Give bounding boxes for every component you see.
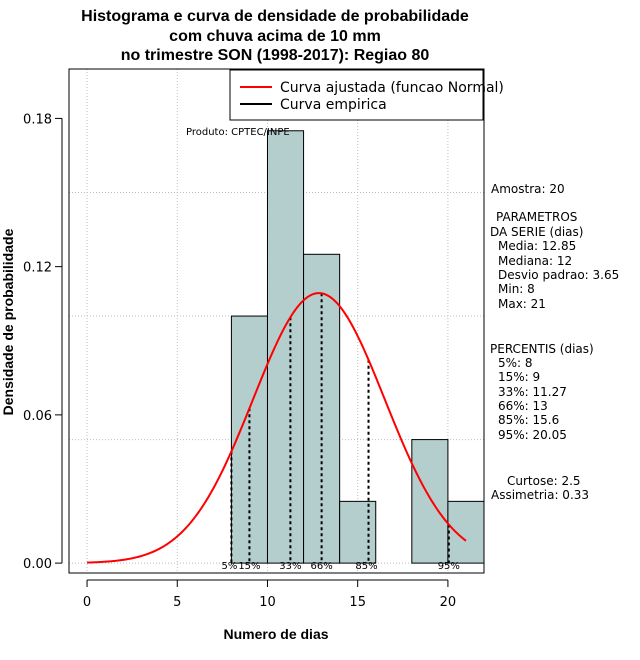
stat-param-title-1: PARAMETROS: [496, 210, 577, 224]
legend-label-normal: Curva ajustada (funcao Normal): [280, 80, 504, 96]
stat-p15: 15%: 9: [498, 370, 540, 384]
stat-param-title-2: DA SERIE (dias): [490, 225, 583, 239]
x-axis-title: Numero de dias: [223, 626, 328, 642]
normal-fit-curve: [87, 292, 467, 564]
stat-p66: 66%: 13: [498, 399, 548, 413]
percentile-lines-layer: 5% 15% 33% 66% 85% 95%: [221, 293, 460, 572]
histogram-bar: [339, 500, 377, 564]
y-tick-label: 0.12: [23, 261, 52, 276]
axis-layer: 0 5 10 15 20 0.00 0.06 0.12 0.18: [23, 112, 456, 610]
stat-amostra: Amostra: 20: [491, 182, 565, 196]
y-axis-title: Densidade de probabilidade: [0, 228, 16, 415]
chart-title-line-2: com chuva acima de 10 mm: [169, 28, 381, 45]
x-tick-label: 5: [173, 595, 181, 610]
stat-max: Max: 21: [498, 297, 546, 311]
x-tick-label: 15: [349, 595, 366, 610]
stat-desvio: Desvio padrao: 3.65: [498, 268, 619, 282]
stat-assimetria: Assimetria: 0.33: [491, 488, 589, 502]
curve-layer: [87, 292, 467, 564]
percentile-label: 95%: [438, 561, 460, 572]
x-tick-label: 10: [259, 595, 276, 610]
y-tick-label: 0.18: [23, 112, 52, 127]
legend-label-empirica: Curva empirica: [280, 97, 387, 113]
x-tick-label: 20: [440, 595, 457, 610]
y-tick-label: 0.00: [23, 557, 52, 572]
chart-title-line-3: no trimestre SON (1998-2017): Regiao 80: [121, 47, 430, 64]
histogram-bar: [266, 130, 305, 564]
y-tick-label: 0.06: [23, 409, 52, 424]
stat-min: Min: 8: [498, 282, 535, 296]
stat-p85: 85%: 15.6: [498, 413, 559, 427]
percentile-label: 85%: [355, 561, 377, 572]
histogram-bar: [447, 500, 485, 564]
stats-panel: Amostra: 20 PARAMETROS DA SERIE (dias) M…: [490, 182, 619, 502]
stat-p95: 95%: 20.05: [498, 428, 567, 442]
percentile-label: 66%: [310, 561, 332, 572]
stat-p5: 5%: 8: [498, 356, 533, 370]
stat-percentis-title: PERCENTIS (dias): [490, 342, 594, 356]
x-tick-label: 0: [83, 595, 91, 610]
plot-frame: [68, 68, 485, 574]
chart-title-line-1: Histograma e curva de densidade de proba…: [81, 8, 469, 25]
stat-mediana: Mediana: 12: [498, 254, 572, 268]
produto-label: Produto: CPTEC/INPE: [186, 127, 290, 138]
stat-curtose: Curtose: 2.5: [507, 474, 581, 488]
legend: Curva ajustada (funcao Normal) Curva emp…: [229, 69, 504, 121]
legend-box: [229, 69, 484, 121]
stat-media: Media: 12.85: [498, 239, 576, 253]
percentile-label: 5%: [221, 561, 237, 572]
percentile-label: 33%: [279, 561, 301, 572]
stat-p33: 33%: 11.27: [498, 385, 567, 399]
percentile-label: 15%: [238, 561, 260, 572]
histogram-bar: [411, 439, 449, 564]
